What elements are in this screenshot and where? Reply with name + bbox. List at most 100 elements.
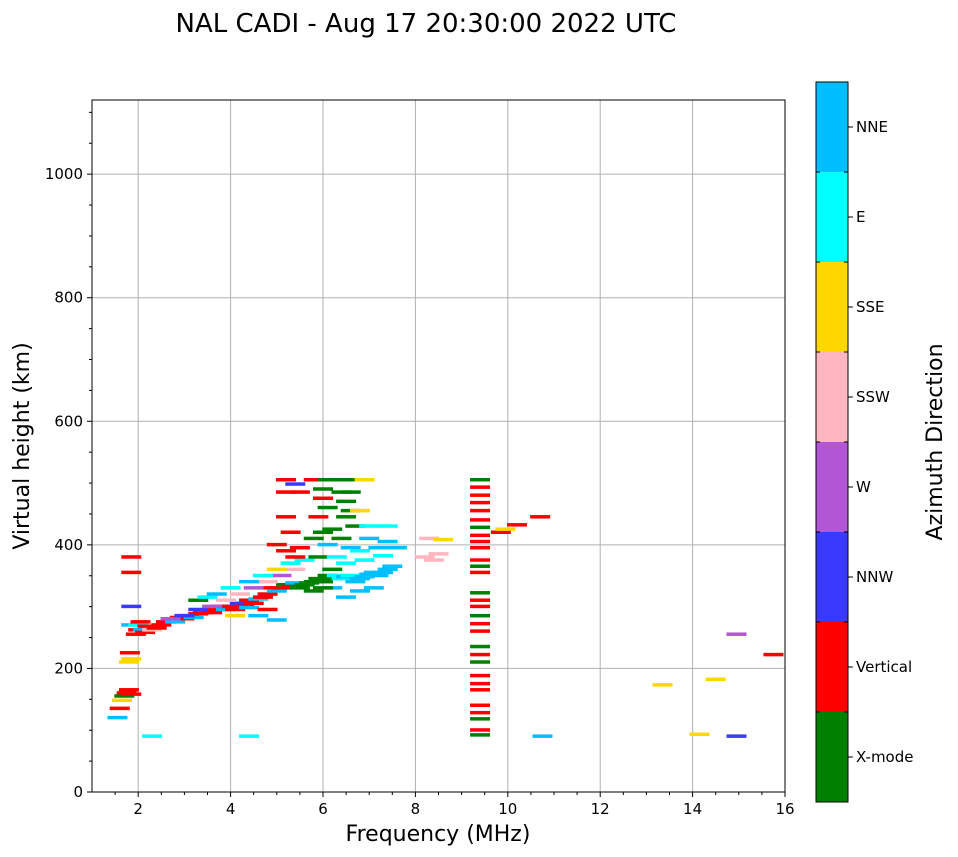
y-tick-label: 600 <box>54 412 83 430</box>
colorbar-segment <box>816 442 848 532</box>
data-point <box>726 734 747 738</box>
data-point <box>252 595 273 599</box>
data-point <box>285 482 306 486</box>
data-point <box>470 652 491 657</box>
data-point <box>188 598 209 602</box>
data-point <box>373 570 394 575</box>
data-point <box>470 493 491 497</box>
y-tick-label: 0 <box>73 783 83 801</box>
data-point <box>308 555 329 559</box>
data-point <box>349 508 370 513</box>
data-point <box>112 698 133 703</box>
data-point <box>125 632 146 636</box>
data-point <box>689 732 710 737</box>
x-tick-label: 14 <box>683 800 702 818</box>
data-point <box>313 579 333 584</box>
y-tick-label: 800 <box>54 289 83 307</box>
data-point <box>340 490 361 494</box>
data-point <box>470 673 491 678</box>
data-point <box>532 734 553 738</box>
x-tick-label: 6 <box>318 800 328 818</box>
colorbar-segment <box>816 172 848 262</box>
data-point <box>470 717 491 721</box>
colorbar-segment <box>816 622 848 712</box>
data-point <box>303 477 324 482</box>
data-point <box>252 573 273 578</box>
data-point <box>280 530 301 534</box>
data-point <box>470 508 491 513</box>
data-point <box>354 477 375 482</box>
colorbar-segment <box>816 712 848 802</box>
data-point <box>470 564 491 568</box>
data-point <box>276 490 297 494</box>
data-point <box>470 591 491 595</box>
x-tick-label: 12 <box>591 800 610 818</box>
data-point <box>280 561 301 565</box>
data-point <box>470 485 491 489</box>
data-point <box>470 629 491 633</box>
data-point <box>354 558 375 562</box>
colorbar-label: Azimuth Direction <box>923 343 948 540</box>
colorbar-tick-label: SSW <box>856 388 890 406</box>
data-point <box>414 555 435 559</box>
data-point <box>276 549 297 553</box>
data-point <box>349 589 370 593</box>
data-point <box>266 567 287 572</box>
colorbar-tick-label: E <box>856 208 865 226</box>
data-point <box>121 570 142 575</box>
data-point <box>470 500 491 505</box>
data-point <box>243 601 264 606</box>
data-point <box>266 589 287 593</box>
data-point <box>303 589 324 593</box>
data-point <box>248 613 269 618</box>
data-point <box>763 652 784 657</box>
data-point <box>470 545 491 550</box>
data-points <box>107 477 784 738</box>
data-point <box>308 576 329 581</box>
colorbar-frame <box>815 81 849 803</box>
x-axis-label: Frequency (MHz) <box>346 822 531 847</box>
colorbar-tick-label: NNE <box>856 118 888 136</box>
data-point <box>340 545 361 550</box>
data-point <box>377 567 398 572</box>
data-point <box>130 620 151 624</box>
data-point <box>386 545 407 550</box>
data-point <box>243 586 264 590</box>
y-axis-label: Virtual height (km) <box>10 342 35 549</box>
data-point <box>114 694 135 698</box>
colorbar-segment <box>816 532 848 622</box>
data-point <box>220 604 241 609</box>
data-point <box>142 734 163 738</box>
data-point <box>266 618 287 622</box>
data-point <box>336 595 357 599</box>
data-point <box>308 515 329 519</box>
data-point <box>530 515 551 519</box>
data-point <box>331 536 352 541</box>
colorbar-tick-label: X-mode <box>856 748 913 766</box>
data-point <box>197 595 218 599</box>
plot-frame <box>91 99 786 793</box>
data-point <box>135 630 156 635</box>
data-point <box>470 533 491 538</box>
data-point <box>121 555 142 559</box>
x-tick-label: 2 <box>133 800 143 818</box>
colorbar-tick-label: W <box>856 478 871 496</box>
x-tick-label: 8 <box>411 800 421 818</box>
data-point <box>322 527 343 531</box>
data-point <box>109 706 130 711</box>
data-point <box>359 524 380 528</box>
data-point <box>322 567 343 572</box>
data-point <box>470 710 491 715</box>
data-point <box>118 688 139 692</box>
data-point <box>470 598 491 602</box>
data-point <box>229 592 250 596</box>
data-point <box>377 524 398 528</box>
axis-ticks: 2 4 6 8 10 12 14 16 0 200 400 600 800 1000 <box>45 111 795 818</box>
data-point <box>239 579 260 584</box>
data-point <box>107 715 128 720</box>
data-point <box>160 617 181 621</box>
data-point <box>229 601 250 606</box>
data-point <box>363 586 384 590</box>
data-point <box>257 607 278 612</box>
data-point <box>313 530 333 534</box>
